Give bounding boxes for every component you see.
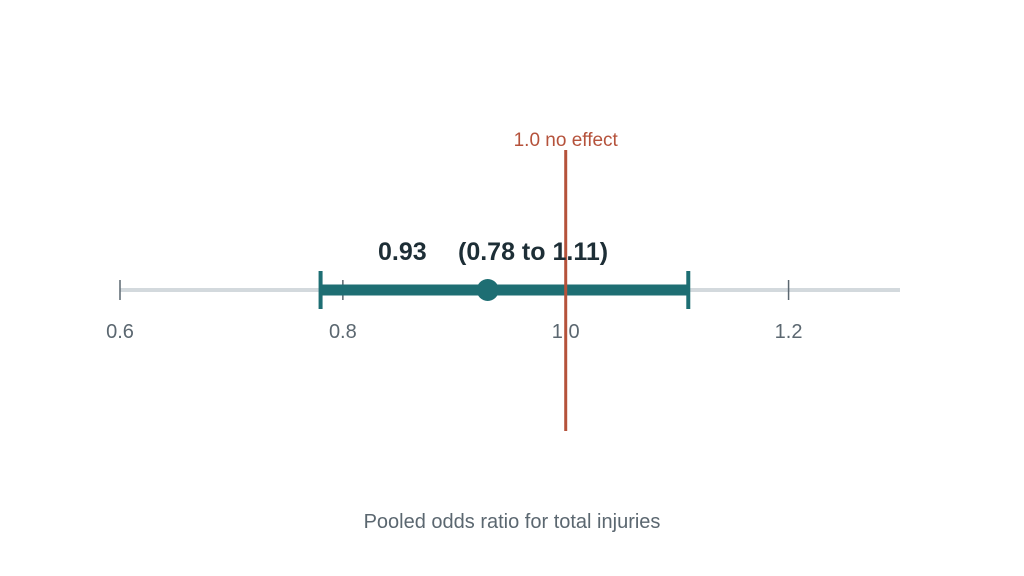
point-estimate-marker bbox=[476, 279, 499, 301]
tick-label: 0.6 bbox=[106, 321, 134, 343]
estimate-label: 0.93 bbox=[378, 238, 427, 266]
confidence-interval-label: (0.78 to 1.11) bbox=[458, 238, 608, 266]
tick-label: 1.2 bbox=[775, 321, 803, 343]
tick-group: 0.60.81.01.2 bbox=[106, 280, 802, 343]
x-axis-title: Pooled odds ratio for total injuries bbox=[364, 511, 661, 533]
reference-label: 1.0 no effect bbox=[514, 130, 619, 151]
tick-label: 0.8 bbox=[329, 321, 357, 343]
